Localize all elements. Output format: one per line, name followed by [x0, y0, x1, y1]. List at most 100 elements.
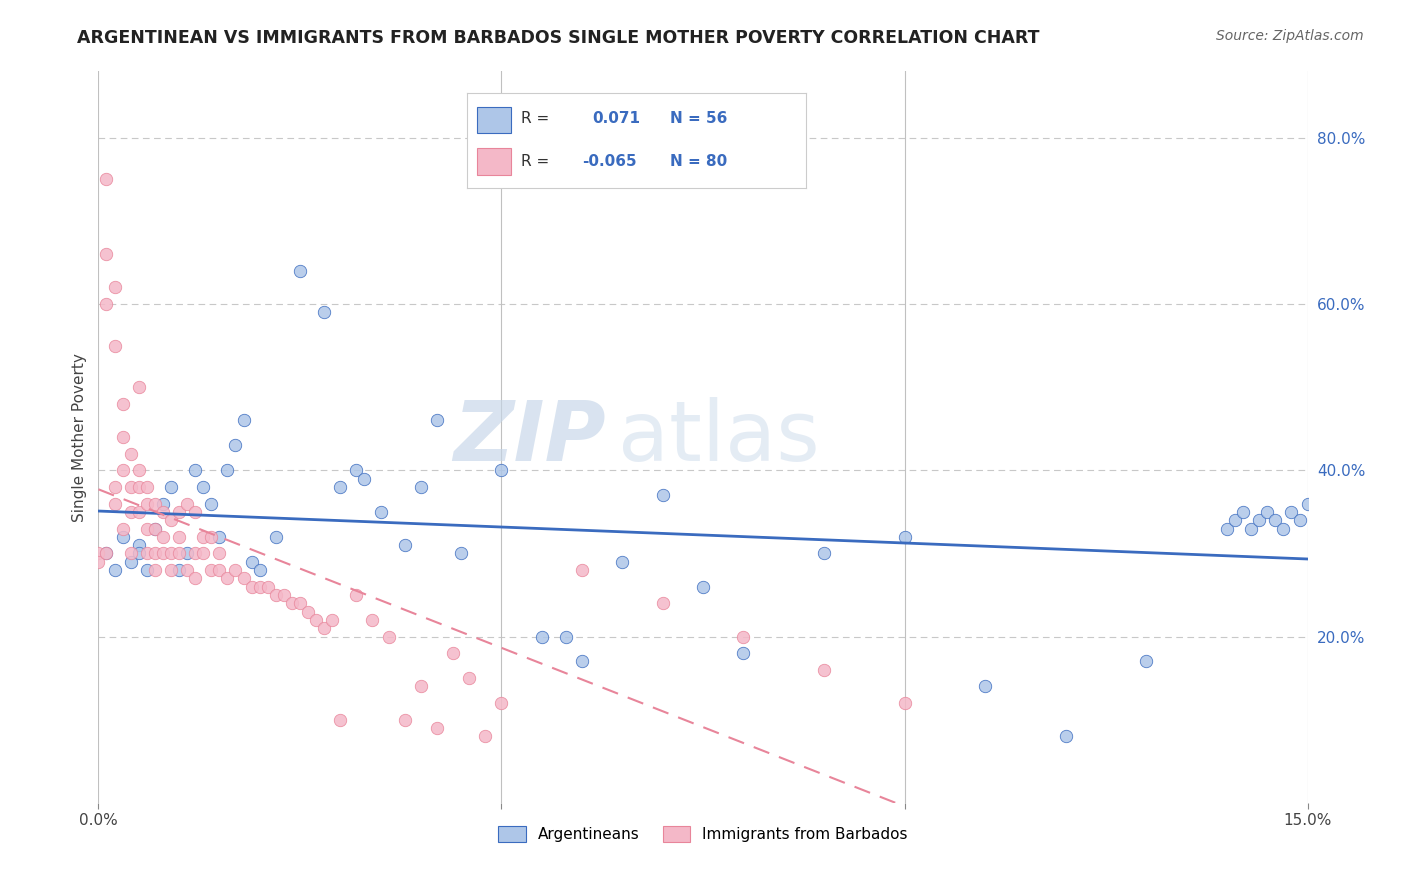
- Point: [344, 588, 367, 602]
- Point: [96, 297, 118, 311]
- Point: [143, 546, 166, 560]
- Point: [143, 563, 166, 577]
- Point: [281, 596, 304, 610]
- Point: [111, 463, 134, 477]
- Point: [103, 280, 125, 294]
- Point: [103, 497, 125, 511]
- Point: [1240, 521, 1263, 535]
- Point: [184, 546, 207, 560]
- Point: [87, 546, 110, 560]
- Point: [160, 546, 183, 560]
- Point: [426, 413, 449, 427]
- Point: [273, 588, 295, 602]
- Point: [184, 463, 207, 477]
- Point: [96, 546, 118, 560]
- Point: [353, 472, 375, 486]
- Point: [208, 546, 231, 560]
- Text: ZIP: ZIP: [454, 397, 606, 477]
- Point: [160, 563, 183, 577]
- Point: [193, 546, 215, 560]
- Point: [733, 630, 755, 644]
- Point: [1216, 521, 1239, 535]
- Point: [474, 729, 496, 743]
- Point: [361, 613, 384, 627]
- Point: [370, 505, 392, 519]
- Point: [249, 563, 271, 577]
- Point: [651, 596, 673, 610]
- Point: [135, 480, 157, 494]
- Point: [491, 463, 513, 477]
- Point: [224, 563, 246, 577]
- Point: [612, 555, 634, 569]
- Point: [193, 530, 215, 544]
- Point: [128, 480, 150, 494]
- Point: [450, 546, 472, 560]
- Point: [111, 397, 134, 411]
- Point: [893, 530, 915, 544]
- Point: [167, 563, 190, 577]
- Point: [111, 430, 134, 444]
- Point: [1264, 513, 1286, 527]
- Point: [128, 380, 150, 394]
- Point: [152, 546, 174, 560]
- Point: [314, 621, 336, 635]
- Point: [329, 713, 352, 727]
- Point: [135, 521, 157, 535]
- Point: [813, 546, 835, 560]
- Point: [1256, 505, 1278, 519]
- Point: [135, 563, 157, 577]
- Point: [103, 338, 125, 352]
- Point: [733, 646, 755, 660]
- Point: [208, 563, 231, 577]
- Point: [152, 497, 174, 511]
- Point: [111, 530, 134, 544]
- Point: [120, 505, 142, 519]
- Point: [232, 413, 254, 427]
- Point: [128, 546, 150, 560]
- Point: [96, 172, 118, 186]
- Point: [692, 580, 714, 594]
- Point: [1135, 655, 1157, 669]
- Point: [288, 596, 311, 610]
- Point: [1054, 729, 1077, 743]
- Point: [135, 546, 157, 560]
- Point: [377, 630, 399, 644]
- Point: [120, 480, 142, 494]
- Point: [200, 530, 222, 544]
- Point: [176, 563, 198, 577]
- Point: [217, 463, 239, 477]
- Point: [160, 513, 183, 527]
- Point: [200, 497, 222, 511]
- Point: [193, 480, 215, 494]
- Point: [530, 630, 553, 644]
- Point: [184, 505, 207, 519]
- Point: [232, 571, 254, 585]
- Point: [224, 438, 246, 452]
- Point: [240, 580, 263, 594]
- Point: [321, 613, 343, 627]
- Point: [1288, 513, 1310, 527]
- Point: [264, 588, 287, 602]
- Point: [305, 613, 328, 627]
- Point: [120, 555, 142, 569]
- Point: [458, 671, 481, 685]
- Point: [176, 497, 198, 511]
- Point: [120, 546, 142, 560]
- Point: [974, 680, 997, 694]
- Point: [409, 480, 432, 494]
- Point: [143, 521, 166, 535]
- Text: atlas: atlas: [619, 397, 820, 477]
- Point: [103, 480, 125, 494]
- Point: [297, 605, 319, 619]
- Point: [1232, 505, 1254, 519]
- Point: [1296, 497, 1319, 511]
- Point: [264, 530, 287, 544]
- Point: [87, 555, 110, 569]
- Point: [344, 463, 367, 477]
- Point: [1249, 513, 1271, 527]
- Point: [571, 655, 593, 669]
- Point: [491, 696, 513, 710]
- Point: [128, 538, 150, 552]
- Point: [249, 580, 271, 594]
- Legend: Argentineans, Immigrants from Barbados: Argentineans, Immigrants from Barbados: [491, 819, 915, 850]
